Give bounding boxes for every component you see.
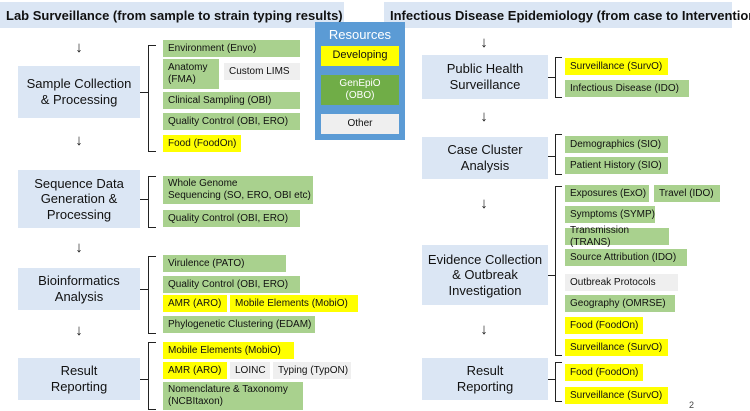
legend-genepio: GenEpiO (OBO) — [321, 75, 399, 105]
legend-other: Other — [321, 114, 399, 134]
stage-sequence-data: Sequence Data Generation & Processing — [18, 170, 140, 228]
down-arrow-icon: ↓ — [480, 195, 488, 212]
right-section-header: Infectious Disease Epidemiology (from ca… — [384, 2, 750, 28]
item-custom-lims: Custom LIMS — [224, 63, 300, 80]
item-whole-genome-sequencing: Whole Genome Sequencing (SO, ERO, OBI et… — [163, 176, 313, 204]
connector — [140, 199, 148, 200]
connector — [548, 156, 555, 157]
item-clinical-sampling: Clinical Sampling (OBI) — [163, 92, 300, 109]
brace — [555, 362, 562, 402]
item-mobile-elements: Mobile Elements (MobiO) — [163, 342, 294, 359]
down-arrow-icon: ↓ — [75, 132, 83, 149]
stage-bioinformatics: Bioinformatics Analysis — [18, 268, 140, 310]
item-amr: AMR (ARO) — [163, 295, 227, 312]
brace — [555, 186, 562, 356]
item-surveillance: Surveillance (SurvO) — [565, 387, 668, 404]
item-exposures: Exposures (ExO) — [565, 185, 649, 202]
item-typing: Typing (TypON) — [273, 362, 351, 379]
item-quality-control: Quality Control (OBI, ERO) — [163, 113, 300, 130]
connector — [548, 275, 555, 276]
item-quality-control: Quality Control (OBI, ERO) — [163, 276, 300, 293]
item-surveillance: Surveillance (SurvO) — [565, 339, 668, 356]
brace — [555, 134, 562, 175]
item-anatomy: Anatomy (FMA) — [163, 59, 219, 89]
connector — [140, 92, 148, 93]
brace — [148, 45, 156, 152]
item-food: Food (FoodOn) — [565, 317, 643, 334]
stage-public-health-surveillance: Public Health Surveillance — [422, 55, 548, 99]
item-symptoms: Symptoms (SYMP) — [565, 206, 655, 223]
item-phylogenetic-clustering: Phylogenetic Clustering (EDAM) — [163, 316, 315, 333]
resources-title: Resources — [328, 27, 392, 42]
item-surveillance: Surveillance (SurvO) — [565, 58, 668, 75]
down-arrow-icon: ↓ — [480, 108, 488, 125]
item-patient-history: Patient History (SIO) — [565, 157, 668, 174]
connector — [548, 379, 555, 380]
item-geography: Geography (OMRSE) — [565, 295, 675, 312]
item-quality-control: Quality Control (OBI, ERO) — [163, 210, 300, 227]
item-loinc: LOINC — [230, 362, 270, 379]
item-amr: AMR (ARO) — [163, 362, 227, 379]
down-arrow-icon: ↓ — [75, 239, 83, 256]
stage-sample-collection: Sample Collection & Processing — [18, 66, 140, 118]
stage-result-reporting-right: Result Reporting — [422, 358, 548, 400]
connector — [140, 379, 148, 380]
brace — [148, 176, 156, 228]
item-source-attribution: Source Attribution (IDO) — [565, 249, 687, 266]
item-nomenclature-taxonomy: Nomenclature & Taxonomy (NCBItaxon) — [163, 382, 303, 410]
brace — [148, 256, 156, 334]
item-food: Food (FoodOn) — [163, 135, 241, 152]
stage-result-reporting-left: Result Reporting — [18, 358, 140, 400]
item-transmission: Transmission (TRANS) — [565, 225, 669, 248]
stage-case-cluster-analysis: Case Cluster Analysis — [422, 137, 548, 179]
resources-legend: Resources Developing GenEpiO (OBO) Other — [315, 22, 405, 140]
stage-evidence-collection: Evidence Collection & Outbreak Investiga… — [422, 245, 548, 305]
item-virulence: Virulence (PATO) — [163, 255, 286, 272]
down-arrow-icon: ↓ — [480, 321, 488, 338]
down-arrow-icon: ↓ — [480, 34, 488, 51]
brace — [148, 342, 156, 410]
down-arrow-icon: ↓ — [75, 322, 83, 339]
brace — [555, 57, 562, 98]
item-travel: Travel (IDO) — [654, 185, 720, 202]
left-section-header: Lab Surveillance (from sample to strain … — [0, 2, 344, 28]
connector — [140, 289, 148, 290]
item-environment: Environment (Envo) — [163, 40, 300, 57]
page-number: 2 — [689, 400, 695, 410]
item-demographics: Demographics (SIO) — [565, 136, 668, 153]
down-arrow-icon: ↓ — [75, 39, 83, 56]
legend-developing: Developing — [321, 46, 399, 66]
item-infectious-disease: Infectious Disease (IDO) — [565, 80, 689, 97]
item-outbreak-protocols: Outbreak Protocols — [565, 274, 678, 291]
item-mobile-elements: Mobile Elements (MobiO) — [230, 295, 358, 312]
item-food: Food (FoodOn) — [565, 364, 643, 381]
connector — [548, 77, 555, 78]
